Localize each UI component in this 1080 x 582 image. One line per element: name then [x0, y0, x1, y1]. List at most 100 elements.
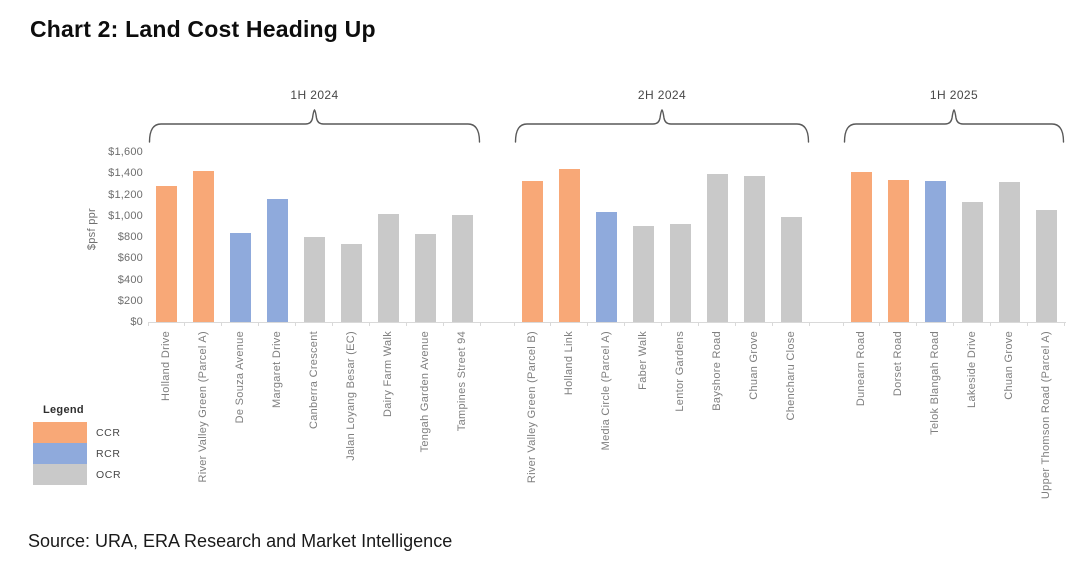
- axis-tick: [148, 322, 185, 326]
- category-label: Dorset Road: [892, 331, 904, 397]
- category-cell: Bayshore Road: [699, 331, 736, 527]
- bar: [888, 180, 909, 322]
- bar: [596, 211, 617, 322]
- legend-item: RCR: [33, 443, 121, 464]
- bar: [230, 232, 251, 322]
- bar-slot: [662, 224, 699, 322]
- bar: [304, 236, 325, 322]
- bar: [267, 199, 288, 322]
- axis-tick: [991, 322, 1028, 326]
- bar: [193, 171, 214, 322]
- bar-slot: [588, 211, 625, 322]
- category-label: Holland Link: [563, 331, 575, 396]
- bar: [925, 181, 946, 322]
- bar: [1036, 209, 1057, 322]
- category-label: De Souza Avenue: [234, 331, 246, 424]
- bar: [415, 233, 436, 322]
- axis-tick: [699, 322, 736, 326]
- bar-slot: [333, 244, 370, 322]
- category-cell: Media Circle (Parcel A): [588, 331, 625, 527]
- bar: [522, 181, 543, 322]
- axis-ticks-row: [843, 322, 1065, 326]
- period-label: 1H 2024: [290, 88, 339, 102]
- category-label: Margaret Drive: [271, 331, 283, 408]
- x-axis-line: [148, 322, 1066, 323]
- axis-ticks-row: [514, 322, 810, 326]
- axis-tick: [185, 322, 222, 326]
- axis-tick: [444, 322, 481, 326]
- category-label: Chuan Grove: [1003, 331, 1015, 400]
- category-label: Media Circle (Parcel A): [600, 331, 612, 451]
- category-label: Lakeside Drive: [966, 331, 978, 408]
- plot-area: 1H 2024 Holland Drive River Valley Green (…: [148, 88, 1065, 527]
- bar-slot: [514, 181, 551, 322]
- bar: [341, 244, 362, 322]
- y-tick-label: $400: [117, 273, 143, 286]
- y-axis-title: $psf ppr: [86, 208, 98, 251]
- axis-tick: [370, 322, 407, 326]
- category-cell: Chuan Grove: [991, 331, 1028, 527]
- category-cell: Chencharu Close: [773, 331, 810, 527]
- bar: [559, 169, 580, 322]
- bar-slot: [407, 233, 444, 322]
- bar-slot: [296, 236, 333, 322]
- period-label: 2H 2024: [637, 88, 687, 102]
- bar-slot: [736, 175, 773, 322]
- y-tick-label: $0: [130, 316, 143, 328]
- bar: [378, 213, 399, 322]
- period-group: 2H 2024 River Valley Green (Parcel B) Holl…: [514, 88, 810, 527]
- bar-slot: [185, 171, 222, 322]
- period-group: 1H 2024 Holland Drive River Valley Green (…: [148, 88, 481, 527]
- period-group: 1H 2025 Dunearn Road Dorset Road Telok Blan…: [843, 88, 1065, 527]
- axis-tick: [407, 322, 444, 326]
- category-labels-row: River Valley Green (Parcel B) Holland Lin…: [514, 331, 810, 527]
- category-cell: Faber Walk: [625, 331, 662, 527]
- group-brace: [843, 109, 1065, 143]
- category-label: Dairy Farm Walk: [382, 331, 394, 417]
- bar-slot: [551, 169, 588, 322]
- axis-tick: [333, 322, 370, 326]
- category-cell: Holland Link: [551, 331, 588, 527]
- category-labels-row: Holland Drive River Valley Green (Parcel …: [148, 331, 481, 527]
- axis-tick: [773, 322, 810, 326]
- axis-tick: [736, 322, 773, 326]
- axis-tick: [514, 322, 551, 326]
- category-label: Tengah Garden Avenue: [419, 331, 431, 453]
- category-cell: Telok Blangah Road: [917, 331, 954, 527]
- y-tick-label: $1,400: [108, 167, 143, 180]
- legend-swatch: [33, 443, 87, 464]
- bar-slot: [880, 180, 917, 322]
- legend-heading: Legend: [43, 404, 84, 416]
- category-label: River Valley Green (Parcel A): [197, 331, 209, 483]
- category-cell: Upper Thomson Road (Parcel A): [1028, 331, 1065, 527]
- period-label: 1H 2025: [929, 88, 979, 102]
- legend-label: CCR: [96, 426, 121, 439]
- bar-slot: [625, 226, 662, 322]
- y-tick-label: $800: [117, 231, 143, 243]
- category-label: Dunearn Road: [855, 331, 867, 407]
- axis-tick: [551, 322, 588, 326]
- axis-tick: [662, 322, 699, 326]
- category-cell: Margaret Drive: [259, 331, 296, 527]
- category-cell: Lentor Gardens: [662, 331, 699, 527]
- category-label: Tampines Street 94: [456, 331, 468, 432]
- bar-slot: [444, 215, 481, 322]
- category-cell: Jalan Loyang Besar (EC): [333, 331, 370, 527]
- bar-slot: [991, 181, 1028, 322]
- category-label: Lentor Gardens: [674, 331, 686, 412]
- bar: [633, 226, 654, 322]
- axis-tick: [222, 322, 259, 326]
- y-tick-label: $1,200: [108, 188, 143, 201]
- category-cell: Lakeside Drive: [954, 331, 991, 527]
- category-cell: River Valley Green (Parcel B): [514, 331, 551, 527]
- category-labels-row: Dunearn Road Dorset Road Telok Blangah Roa…: [843, 331, 1065, 527]
- bar-slot: [1028, 209, 1065, 322]
- legend: Legend CCR RCR OCR: [33, 404, 121, 485]
- bar: [707, 174, 728, 322]
- category-cell: Canberra Crescent: [296, 331, 333, 527]
- source-note: Source: URA, ERA Research and Market Int…: [28, 531, 453, 551]
- y-tick-label: $1,600: [108, 146, 143, 158]
- bar: [156, 185, 177, 322]
- bar-slot: [917, 181, 954, 322]
- category-cell: Dunearn Road: [843, 331, 880, 527]
